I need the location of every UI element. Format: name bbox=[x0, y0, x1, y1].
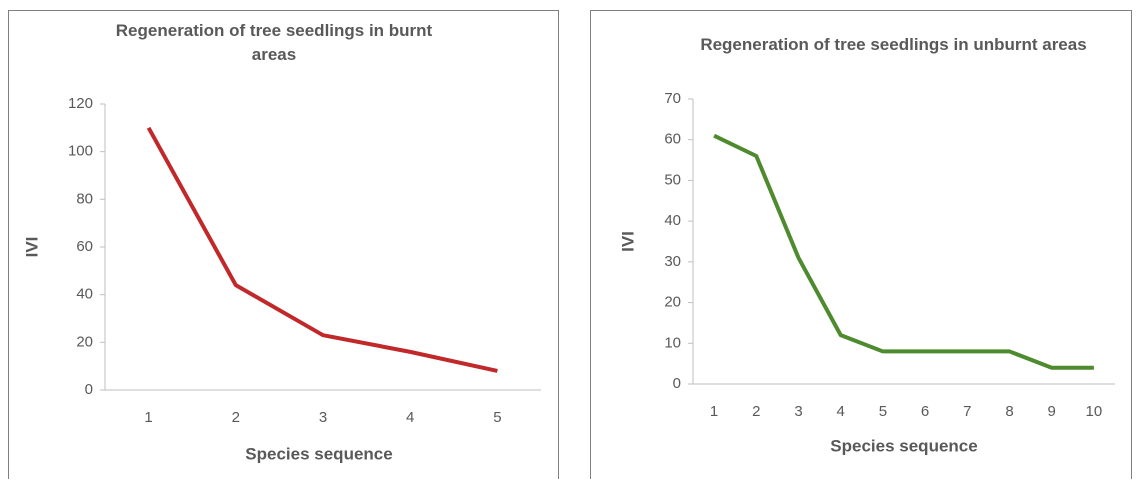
x-tick-label: 10 bbox=[1086, 403, 1103, 420]
y-tick-label: 120 bbox=[68, 95, 93, 112]
y-axis-title: IVI bbox=[22, 237, 41, 258]
x-axis-title: Species sequence bbox=[245, 444, 392, 463]
y-tick-label: 40 bbox=[664, 212, 681, 229]
x-tick-label: 9 bbox=[1048, 403, 1056, 420]
x-tick-label: 2 bbox=[232, 409, 240, 426]
x-tick-label: 5 bbox=[493, 409, 501, 426]
y-tick-label: 20 bbox=[664, 294, 681, 311]
y-tick-label: 0 bbox=[85, 381, 93, 398]
line bbox=[146, 126, 498, 373]
y-tick-label: 100 bbox=[68, 143, 93, 160]
y-tick-label: 70 bbox=[664, 90, 681, 107]
x-tick-label: 5 bbox=[879, 403, 887, 420]
line bbox=[713, 133, 1094, 370]
y-tick-label: 50 bbox=[664, 171, 681, 188]
chart-panel: Regeneration of tree seedlings in burnt … bbox=[8, 10, 559, 479]
x-tick-label: 3 bbox=[319, 409, 327, 426]
y-tick-label: 20 bbox=[76, 333, 93, 350]
y-tick-label: 30 bbox=[664, 253, 681, 270]
y-tick-label: 60 bbox=[76, 238, 93, 255]
chart-panel: Regeneration of tree seedlings in unburn… bbox=[590, 10, 1132, 479]
x-tick-label: 2 bbox=[752, 403, 760, 420]
chart-title: Regeneration of tree seedlings in burnt … bbox=[115, 21, 433, 64]
chart-title: Regeneration of tree seedlings in unburn… bbox=[700, 35, 1087, 54]
x-tick-label: 4 bbox=[406, 409, 414, 426]
x-tick-label: 4 bbox=[837, 403, 845, 420]
y-tick-label: 80 bbox=[76, 190, 93, 207]
x-tick-label: 6 bbox=[921, 403, 929, 420]
x-tick-label: 3 bbox=[794, 403, 802, 420]
y-axis-title: IVI bbox=[618, 231, 637, 252]
x-tick-label: 1 bbox=[710, 403, 718, 420]
y-tick-label: 0 bbox=[673, 375, 681, 392]
chart: 0 20 40 60 80 100 120 1 2 3 4 5 Species sequence IVI bbox=[22, 95, 541, 463]
y-tick-label: 40 bbox=[76, 286, 93, 303]
x-tick-label: 1 bbox=[144, 409, 152, 426]
y-tick-label: 60 bbox=[664, 131, 681, 148]
y-tick-label: 10 bbox=[664, 334, 681, 351]
chart: 0 10 20 30 40 50 60 70 1 2 3 4 5 6 7 8 9 10 Species sequen… bbox=[618, 90, 1115, 455]
x-axis-title: Species sequence bbox=[830, 436, 977, 455]
x-tick-label: 7 bbox=[963, 403, 971, 420]
x-tick-label: 8 bbox=[1005, 403, 1013, 420]
